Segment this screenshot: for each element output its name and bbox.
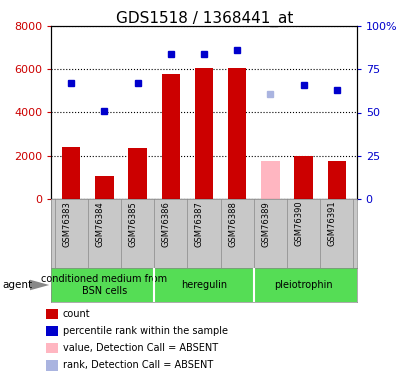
Text: agent: agent bbox=[2, 280, 32, 290]
Text: pleiotrophin: pleiotrophin bbox=[274, 280, 332, 290]
Text: GSM76383: GSM76383 bbox=[62, 201, 71, 247]
Text: GDS1518 / 1368441_at: GDS1518 / 1368441_at bbox=[116, 11, 293, 27]
Text: count: count bbox=[63, 309, 90, 319]
Bar bbox=[161, 74, 180, 199]
Bar bbox=[62, 147, 80, 199]
Text: rank, Detection Call = ABSENT: rank, Detection Call = ABSENT bbox=[63, 360, 213, 370]
Bar bbox=[128, 148, 146, 199]
Text: percentile rank within the sample: percentile rank within the sample bbox=[63, 326, 227, 336]
Text: GSM76389: GSM76389 bbox=[261, 201, 270, 247]
Text: GSM76390: GSM76390 bbox=[294, 201, 303, 246]
Bar bbox=[46, 343, 58, 353]
Polygon shape bbox=[29, 280, 49, 290]
Bar bbox=[46, 360, 58, 370]
Bar bbox=[46, 326, 58, 336]
Text: GSM76388: GSM76388 bbox=[228, 201, 236, 247]
Bar bbox=[194, 68, 213, 199]
Text: GSM76386: GSM76386 bbox=[162, 201, 171, 247]
Bar bbox=[261, 161, 279, 199]
Text: GSM76384: GSM76384 bbox=[95, 201, 104, 247]
Bar bbox=[227, 68, 246, 199]
Text: GSM76385: GSM76385 bbox=[128, 201, 137, 247]
Bar bbox=[294, 156, 312, 199]
Text: heregulin: heregulin bbox=[180, 280, 227, 290]
Text: GSM76391: GSM76391 bbox=[327, 201, 336, 246]
Bar bbox=[46, 309, 58, 320]
Bar bbox=[95, 176, 113, 199]
Text: conditioned medium from
BSN cells: conditioned medium from BSN cells bbox=[41, 274, 167, 296]
Bar bbox=[327, 161, 345, 199]
Text: value, Detection Call = ABSENT: value, Detection Call = ABSENT bbox=[63, 343, 218, 353]
Text: GSM76387: GSM76387 bbox=[195, 201, 204, 247]
